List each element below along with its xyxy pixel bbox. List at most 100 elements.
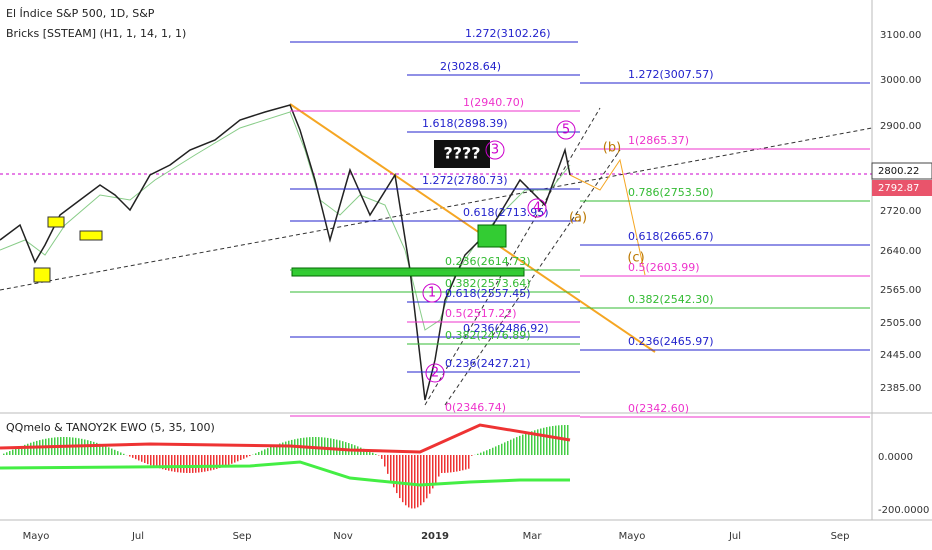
- histogram-bar: [255, 453, 257, 455]
- histogram-bar: [396, 455, 398, 494]
- signal-line: [0, 460, 570, 487]
- fib-label: 1(2940.70): [463, 96, 524, 109]
- histogram-bar: [276, 444, 278, 455]
- histogram-bar: [3, 453, 5, 455]
- histogram-bar: [264, 449, 266, 455]
- annotation-text: ????: [443, 144, 480, 163]
- histogram-bar: [447, 455, 449, 473]
- time-axis-label: Nov: [333, 531, 353, 542]
- zone-box: [477, 224, 507, 248]
- histogram-bar: [477, 453, 479, 455]
- histogram-bar: [534, 430, 536, 455]
- zone-box: [291, 267, 525, 277]
- histogram-bar: [498, 445, 500, 455]
- histogram-bar: [423, 455, 425, 503]
- fib-label: 0.618(2557.45): [445, 287, 531, 300]
- signal-line: [0, 423, 571, 454]
- histogram-bar: [507, 441, 509, 455]
- histogram-bar: [213, 455, 215, 470]
- histogram-bar: [195, 455, 197, 473]
- histogram-bar: [486, 450, 488, 455]
- time-axis-label: Jul: [131, 531, 144, 542]
- histogram-bar: [432, 455, 434, 489]
- fib-label: 0.382(2542.30): [628, 293, 714, 306]
- fib-label: 0.236(2614.73): [445, 255, 531, 268]
- time-axis-label: Sep: [831, 531, 850, 542]
- histogram-bar: [30, 442, 32, 455]
- price-axis-label: 2385.00: [880, 383, 921, 394]
- histogram-bar: [453, 455, 455, 473]
- histogram-bar: [177, 455, 179, 473]
- histogram-bar: [324, 437, 326, 455]
- fib-label: 0.5(2517.22): [445, 307, 517, 320]
- histogram-bar: [318, 437, 320, 455]
- histogram-bar: [411, 455, 413, 509]
- time-axis-label: Jul: [728, 531, 741, 542]
- histogram-bar: [372, 452, 374, 455]
- histogram-bar: [531, 431, 533, 455]
- fib-label: 1.272(3007.57): [628, 68, 714, 81]
- histogram-bar: [231, 455, 233, 464]
- histogram-bar: [165, 455, 167, 470]
- wave-circle: [527, 198, 547, 218]
- histogram-bar: [546, 427, 548, 455]
- histogram-bar: [228, 455, 230, 465]
- wave-label: 3: [491, 143, 499, 158]
- histogram-bar: [150, 455, 152, 466]
- wave-circle: [422, 283, 442, 303]
- histogram-bar: [462, 455, 464, 471]
- wave-label: 1: [428, 286, 436, 301]
- histogram-bar: [282, 442, 284, 455]
- histogram-bar: [132, 455, 134, 458]
- histogram-bar: [501, 443, 503, 455]
- time-axis-label: Mar: [523, 531, 543, 542]
- wave-circle: [556, 120, 576, 140]
- fib-label: 0.382(2476.89): [445, 329, 531, 342]
- histogram-bar: [519, 435, 521, 455]
- histogram-bar: [540, 428, 542, 455]
- histogram-bar: [93, 441, 95, 455]
- histogram-bar: [555, 425, 557, 455]
- histogram-bar: [216, 455, 218, 469]
- wave-circle: [425, 363, 445, 383]
- fib-label: 0.786(2753.50): [628, 186, 714, 199]
- histogram-bar: [9, 450, 11, 455]
- marker-box: [79, 230, 103, 241]
- histogram-bar: [18, 447, 20, 455]
- histogram-bar: [366, 450, 368, 455]
- histogram-bar: [444, 455, 446, 473]
- histogram-bar: [240, 455, 242, 461]
- histogram-bar: [249, 455, 251, 457]
- histogram-bar: [504, 442, 506, 455]
- histogram-bar: [552, 426, 554, 455]
- fib-label: 0(2342.60): [628, 402, 689, 415]
- histogram-bar: [204, 455, 206, 472]
- histogram-bar: [330, 438, 332, 455]
- histogram-bar: [468, 455, 470, 469]
- histogram-bar: [450, 455, 452, 473]
- histogram-bar: [279, 443, 281, 455]
- histogram-bar: [120, 452, 122, 455]
- histogram-bar: [420, 455, 422, 506]
- price-axis-label: 2565.00: [880, 285, 921, 296]
- histogram-bar: [222, 455, 224, 468]
- wave-label: 5: [562, 123, 570, 138]
- histogram-bar: [162, 455, 164, 470]
- histogram-bar: [108, 447, 110, 455]
- price-axis-label: 2900.00: [880, 121, 921, 132]
- histogram-bar: [87, 440, 89, 455]
- histogram-bar: [435, 455, 437, 483]
- fib-label: 0.236(2465.97): [628, 335, 714, 348]
- price-series: [0, 104, 571, 401]
- histogram-bar: [90, 440, 92, 455]
- fib-label: 1(2865.37): [628, 134, 689, 147]
- histogram-bar: [528, 432, 530, 455]
- histogram-bar: [387, 455, 389, 474]
- histogram-bar: [153, 455, 155, 467]
- histogram-bar: [207, 455, 209, 472]
- histogram-bar: [174, 455, 176, 472]
- histogram-bar: [459, 455, 461, 471]
- histogram-bar: [171, 455, 173, 472]
- histogram-bar: [15, 448, 17, 455]
